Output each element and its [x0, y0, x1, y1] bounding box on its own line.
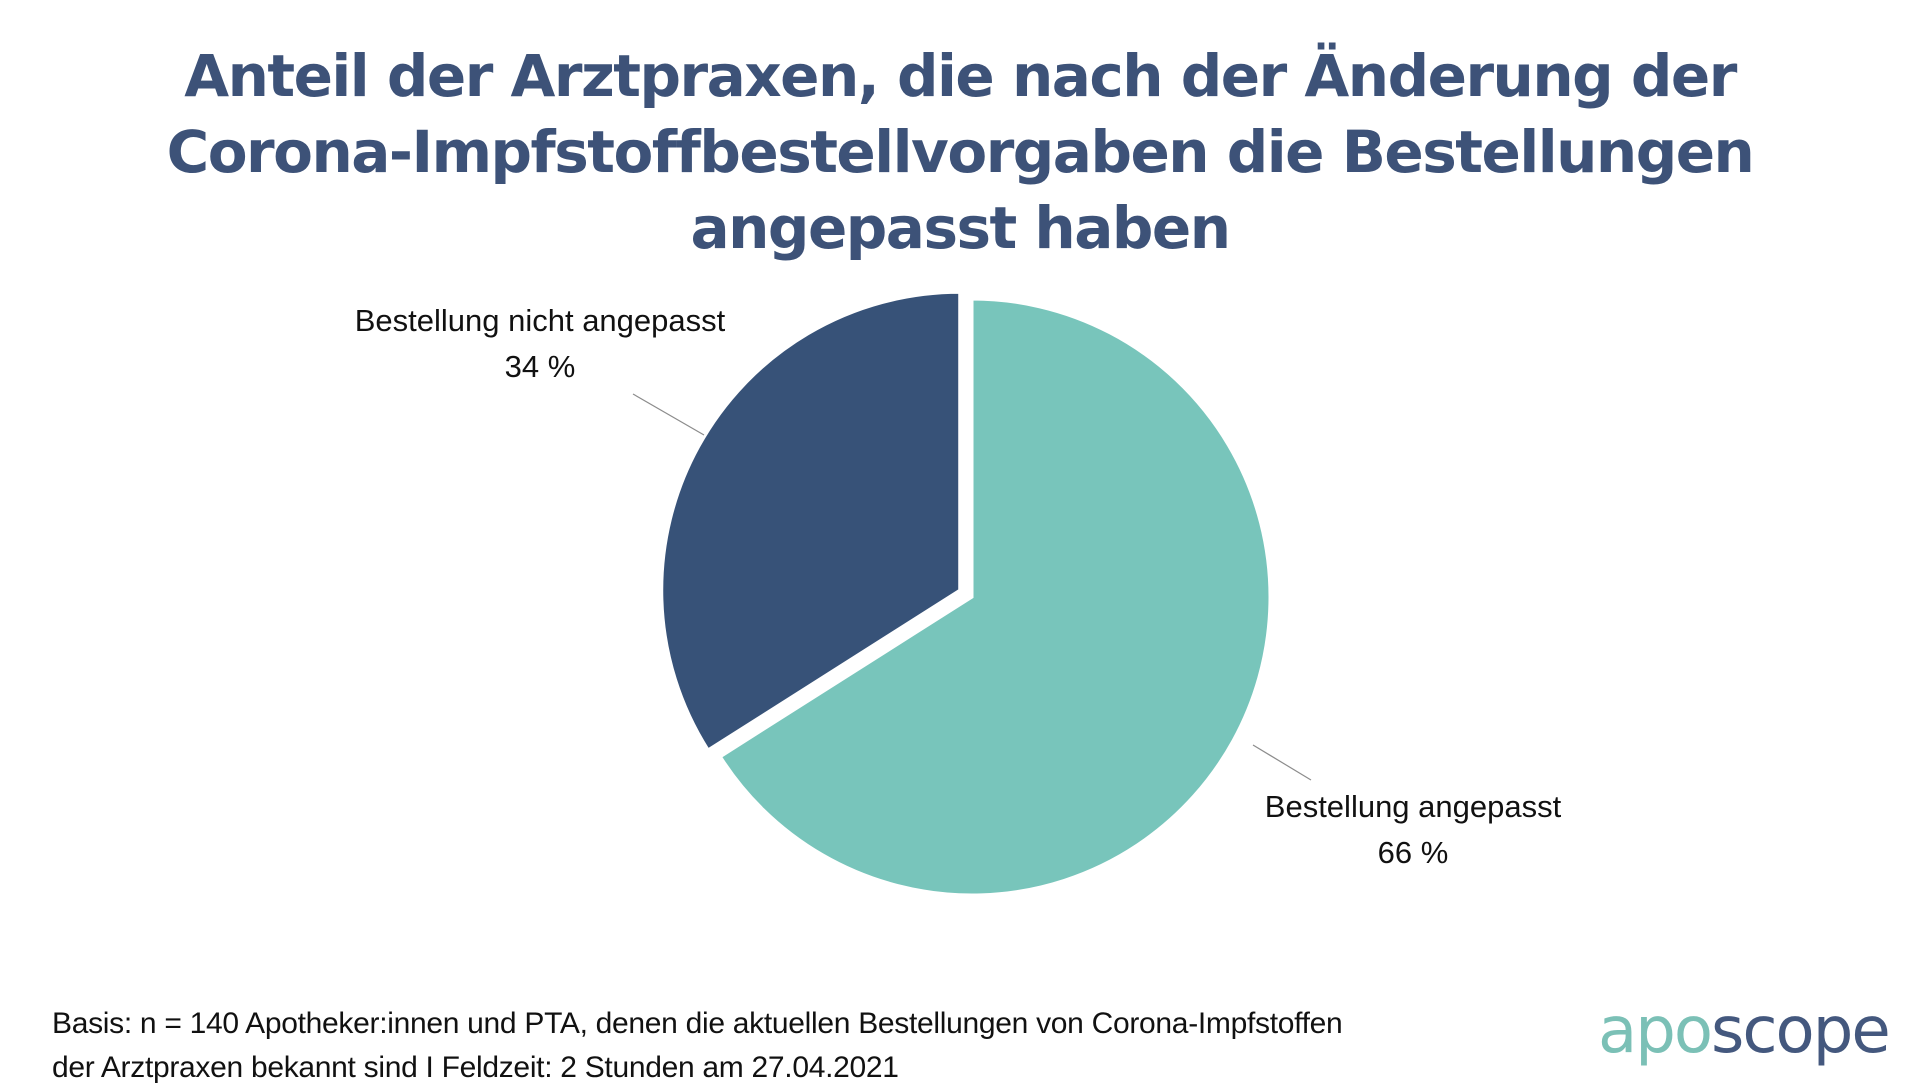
chart-title-line-3: angepasst haben	[690, 194, 1231, 262]
chart-title: Anteil der Arztpraxen, die nach der Ände…	[0, 38, 1920, 266]
aposcope-logo: aposcope	[1598, 994, 1891, 1068]
slice-value-angepasst: 66 %	[1378, 835, 1449, 870]
pie-slice-bestellung-angepasst	[718, 297, 1272, 897]
logo-part-apo: apo	[1598, 994, 1713, 1068]
footnote: Basis: n = 140 Apotheker:innen und PTA, …	[52, 1002, 1343, 1090]
footnote-line-1: Basis: n = 140 Apotheker:innen und PTA, …	[52, 1007, 1343, 1040]
chart-title-line-2: Corona-Impfstoffbestellvorgaben die Best…	[166, 118, 1755, 186]
leader-line-nicht-angepasst	[632, 393, 705, 436]
chart-title-line-1: Anteil der Arztpraxen, die nach der Ände…	[184, 42, 1737, 110]
logo-part-scope: scope	[1711, 994, 1891, 1068]
leader-line-angepasst	[1252, 744, 1312, 781]
footnote-line-2: der Arztpraxen bekannt sind I Feldzeit: …	[52, 1051, 899, 1084]
slice-label-angepasst: Bestellung angepasst	[1265, 789, 1562, 824]
slice-value-nicht-angepasst: 34 %	[505, 349, 576, 384]
pie-slice-bestellung-nicht-angepasst	[660, 290, 962, 753]
pie-slices	[660, 290, 1272, 897]
slice-label-nicht-angepasst: Bestellung nicht angepasst	[355, 303, 726, 338]
